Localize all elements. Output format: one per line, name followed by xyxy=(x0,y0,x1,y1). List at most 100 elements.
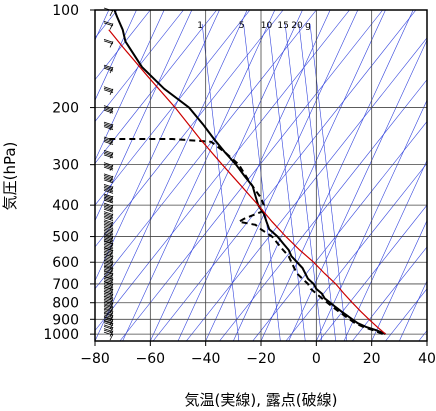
wind-barb xyxy=(103,219,114,230)
mixing-ratio-labels: 1 5 10 15 20 g xyxy=(197,21,311,31)
wind-barb-flag xyxy=(103,222,114,227)
wind-barb-flag xyxy=(103,298,114,303)
series-line xyxy=(108,29,386,335)
wind-barb-flag xyxy=(103,279,114,284)
wind-barb-flag xyxy=(103,89,114,94)
x-tick-label: 40 xyxy=(418,351,436,367)
wind-barb-flag xyxy=(103,240,114,244)
wind-barb-flag xyxy=(103,312,114,317)
wind-barb xyxy=(103,316,114,326)
wind-barb-flag xyxy=(103,272,114,277)
wind-barb-flag xyxy=(103,108,114,112)
wind-barb-flag xyxy=(103,271,114,275)
x-tick-label: −40 xyxy=(191,351,221,367)
wind-barb-flag xyxy=(103,244,114,248)
wind-barb xyxy=(103,276,114,285)
isotherm-line xyxy=(150,10,303,341)
wind-barb-flag xyxy=(103,264,114,269)
wind-barb-flag xyxy=(103,292,114,297)
wind-barb-flag xyxy=(103,193,114,198)
mixing-ratio-label: 10 xyxy=(261,21,273,31)
wind-barb-flag xyxy=(103,306,114,310)
wind-barb-flag xyxy=(103,223,114,228)
wind-barb-flag xyxy=(103,121,114,126)
adiabat-line xyxy=(186,37,427,341)
adiabat-line xyxy=(252,121,427,341)
wind-barb-flag xyxy=(103,153,114,157)
adiabat-line xyxy=(95,10,284,248)
mixing-ratio-label: g xyxy=(305,21,311,31)
wind-barb-flag xyxy=(103,211,114,216)
wind-barb xyxy=(103,21,114,30)
adiabat-line xyxy=(352,246,427,341)
wind-barb-flag xyxy=(103,270,114,274)
wind-barb-flag xyxy=(103,163,114,168)
wind-barb-flag xyxy=(103,237,114,241)
wind-barb-flag xyxy=(103,238,114,243)
wind-barb-flag xyxy=(103,215,114,220)
wind-barb-flag xyxy=(103,268,114,273)
wind-barb-flag xyxy=(103,318,114,323)
wind-barb xyxy=(103,39,114,48)
mixing-ratio-label: 5 xyxy=(239,21,245,31)
wind-barb-flag xyxy=(103,176,114,181)
wind-barb xyxy=(103,173,114,184)
wind-barb-flag xyxy=(103,165,114,170)
wind-barb-flag xyxy=(103,320,114,325)
adiabat-line xyxy=(285,162,427,341)
wind-barb-flag xyxy=(103,308,114,313)
wind-barb-flag xyxy=(103,255,114,260)
wind-barb-flag xyxy=(103,189,114,194)
temperature-grid-lines xyxy=(95,10,427,341)
wind-barb-flag xyxy=(103,286,114,290)
y-tick-label: 800 xyxy=(52,296,79,312)
wind-barb-flag xyxy=(103,188,114,193)
wind-barb xyxy=(103,241,114,251)
x-axis-ticks: −80 −60 −40 −20 0 20 40 xyxy=(80,341,436,367)
wind-barb-flag xyxy=(103,262,114,267)
wind-barb xyxy=(103,136,114,146)
wind-barb xyxy=(103,247,114,258)
wind-barb-flag xyxy=(103,277,114,282)
wind-barb-flag xyxy=(103,136,114,141)
wind-barb xyxy=(103,105,114,114)
x-tick-label: 20 xyxy=(363,351,381,367)
wind-barb-flag xyxy=(103,310,114,315)
wind-barb xyxy=(103,86,114,95)
wind-barb-flag xyxy=(103,139,114,144)
wind-barb-flag xyxy=(103,179,114,184)
isotherm-line xyxy=(95,10,193,222)
isotherm-line xyxy=(95,10,248,341)
wind-barb-flag xyxy=(103,67,114,72)
mixing-ratio-label: 1 xyxy=(197,21,203,31)
wind-barb-flag xyxy=(103,86,114,91)
wind-barb-flag xyxy=(103,247,114,251)
wind-barb-flag xyxy=(103,307,114,312)
wind-barb-flag xyxy=(103,261,114,266)
wind-barb-flag xyxy=(103,183,114,188)
y-tick-label: 400 xyxy=(52,198,79,214)
wind-barb-flag xyxy=(103,250,114,255)
wind-barb-flag xyxy=(103,284,114,289)
wind-barb-flag xyxy=(103,329,114,334)
wind-barb xyxy=(103,150,114,159)
adiabat-line xyxy=(95,10,184,122)
y-tick-label: 300 xyxy=(52,158,79,174)
wind-barb-flag xyxy=(103,303,114,308)
wind-barb-flag xyxy=(103,228,114,233)
wind-barb xyxy=(103,312,114,322)
wind-barb xyxy=(103,320,114,330)
wind-barb xyxy=(103,234,114,244)
wind-barb-flag xyxy=(103,173,114,178)
wind-barb-flag xyxy=(103,207,114,212)
wind-barb-flag xyxy=(103,202,114,207)
mixing-ratio-line xyxy=(309,23,348,341)
adiabat-line xyxy=(95,10,317,290)
isotherm-line xyxy=(399,280,427,341)
mixing-ratio-line xyxy=(268,23,306,341)
wind-barb-flag xyxy=(103,259,114,264)
wind-barb-flag xyxy=(103,304,114,309)
wind-barb xyxy=(103,308,114,318)
